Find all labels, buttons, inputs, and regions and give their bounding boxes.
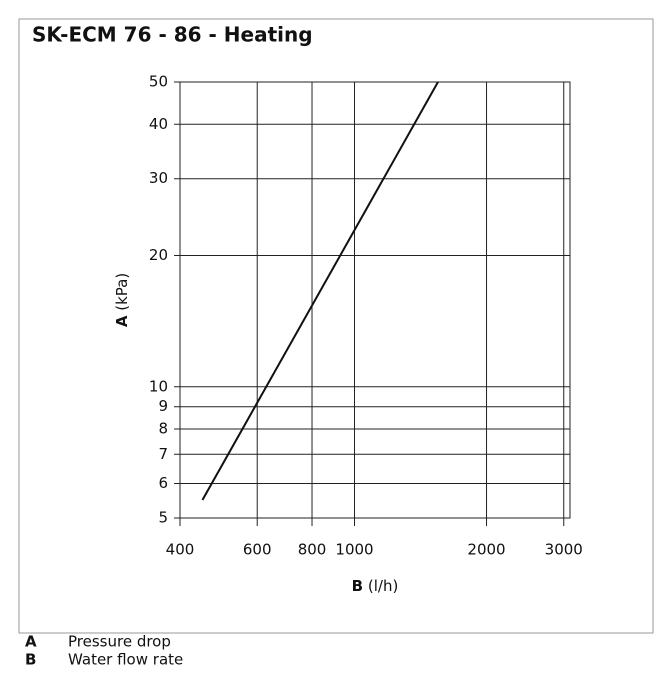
y-label-letter: A	[113, 315, 131, 327]
x-label-letter: B	[352, 577, 363, 595]
chart-title: SK-ECM 76 - 86 - Heating	[32, 23, 313, 47]
x-tick-label: 800	[298, 541, 327, 559]
y-axis-label: A (kPa)	[113, 273, 131, 327]
legend-text: Water flow rate	[68, 651, 183, 669]
y-tick-label: 30	[149, 169, 168, 187]
data-line	[201, 81, 439, 501]
y-tick-label: 9	[158, 397, 168, 415]
x-tick-label: 2000	[467, 541, 505, 559]
y-tick-label: 50	[149, 73, 168, 91]
y-tick-label: 20	[149, 246, 168, 264]
x-label-unit: (l/h)	[368, 577, 398, 595]
x-axis-label: B (l/h)	[352, 577, 399, 595]
legend-letter: B	[25, 651, 36, 669]
y-tick-label: 7	[158, 445, 168, 463]
x-tick-label: 3000	[545, 541, 583, 559]
y-tick-label: 5	[158, 509, 168, 527]
y-tick-label: 8	[158, 420, 168, 438]
x-tick-label: 400	[166, 541, 195, 559]
y-tick-label: 10	[149, 377, 168, 395]
y-tick-label: 40	[149, 115, 168, 133]
y-tick-label: 6	[158, 474, 168, 492]
legend-text: Pressure drop	[68, 633, 171, 651]
y-label-unit: (kPa)	[113, 273, 131, 311]
legend-letter: A	[25, 633, 37, 651]
frame	[18, 18, 654, 634]
x-tick-label: 600	[243, 541, 272, 559]
x-tick-label: 1000	[335, 541, 373, 559]
plot-frame	[179, 81, 571, 519]
